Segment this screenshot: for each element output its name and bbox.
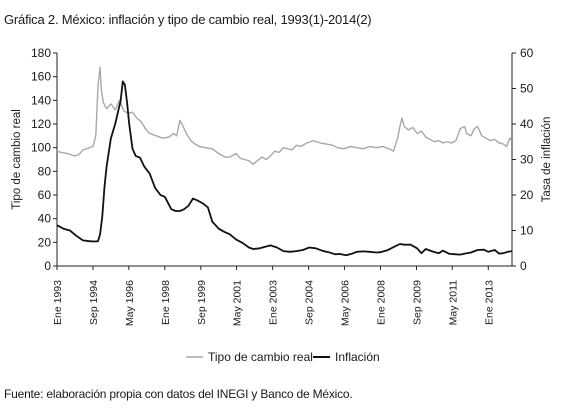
series-line-inflacion: [56, 80, 513, 257]
y-axis-title-left: Tipo de cambio real: [11, 109, 23, 210]
y-tick-label-left: 80: [38, 164, 52, 178]
y-tick-label-left: 120: [31, 117, 51, 131]
y-tick-label-left: 0: [44, 259, 51, 273]
y-tick-label-right: 10: [520, 224, 534, 238]
chart-title: Gráfica 2. México: inflación y tipo de c…: [4, 12, 372, 27]
y-tick-label-left: 140: [31, 93, 51, 107]
y-tick-label-right: 20: [520, 188, 534, 202]
series-line-tipo-de-cambio-real: [56, 66, 513, 165]
y-tick-label-right: 60: [520, 46, 534, 60]
x-tick-label: Sep 2009: [411, 280, 423, 325]
x-tick-label: May 2006: [339, 280, 351, 326]
legend-label-1: Inflación: [335, 350, 380, 364]
y-tick-label-left: 40: [38, 212, 52, 226]
x-tick-label: Ene 2003: [268, 280, 280, 325]
legend-label-0: Tipo de cambio real: [208, 350, 313, 364]
series-layer: [56, 66, 513, 257]
x-tick-label: Sep 1994: [88, 280, 100, 325]
y-tick-label-left: 160: [31, 70, 51, 84]
x-tick-label: May 1996: [124, 280, 136, 326]
y-tick-label-right: 50: [520, 82, 534, 96]
y-tick-label-right: 30: [520, 153, 534, 167]
axes: [53, 52, 516, 270]
legend: Tipo de cambio real Inflación: [186, 350, 380, 364]
source-note: Fuente: elaboración propia con datos del…: [4, 387, 353, 401]
x-tick-label: May 2011: [447, 280, 459, 325]
x-tick-label: May 2001: [232, 280, 244, 326]
x-tick-label: Ene 1993: [52, 280, 64, 325]
x-tick-label: Ene 1998: [160, 280, 172, 325]
x-tick-label: Sep 2004: [304, 280, 316, 325]
y-tick-label-left: 60: [38, 188, 52, 202]
y-tick-label-left: 100: [31, 141, 51, 155]
y-tick-label-left: 180: [31, 46, 51, 60]
axis-labels: 0 20 40 60 80 100 120 140 160 180 0 10 20 30 40 50 60 Ene…: [11, 46, 553, 326]
x-tick-label: Ene 2008: [375, 280, 387, 325]
y-tick-label-left: 20: [38, 235, 52, 249]
x-tick-label: Ene 2013: [483, 280, 495, 325]
x-tick-label: Sep 1999: [196, 280, 208, 325]
y-tick-label-right: 0: [520, 259, 527, 273]
y-tick-label-right: 40: [520, 117, 534, 131]
y-axis-title-right: Tasa de inflación: [541, 117, 553, 203]
